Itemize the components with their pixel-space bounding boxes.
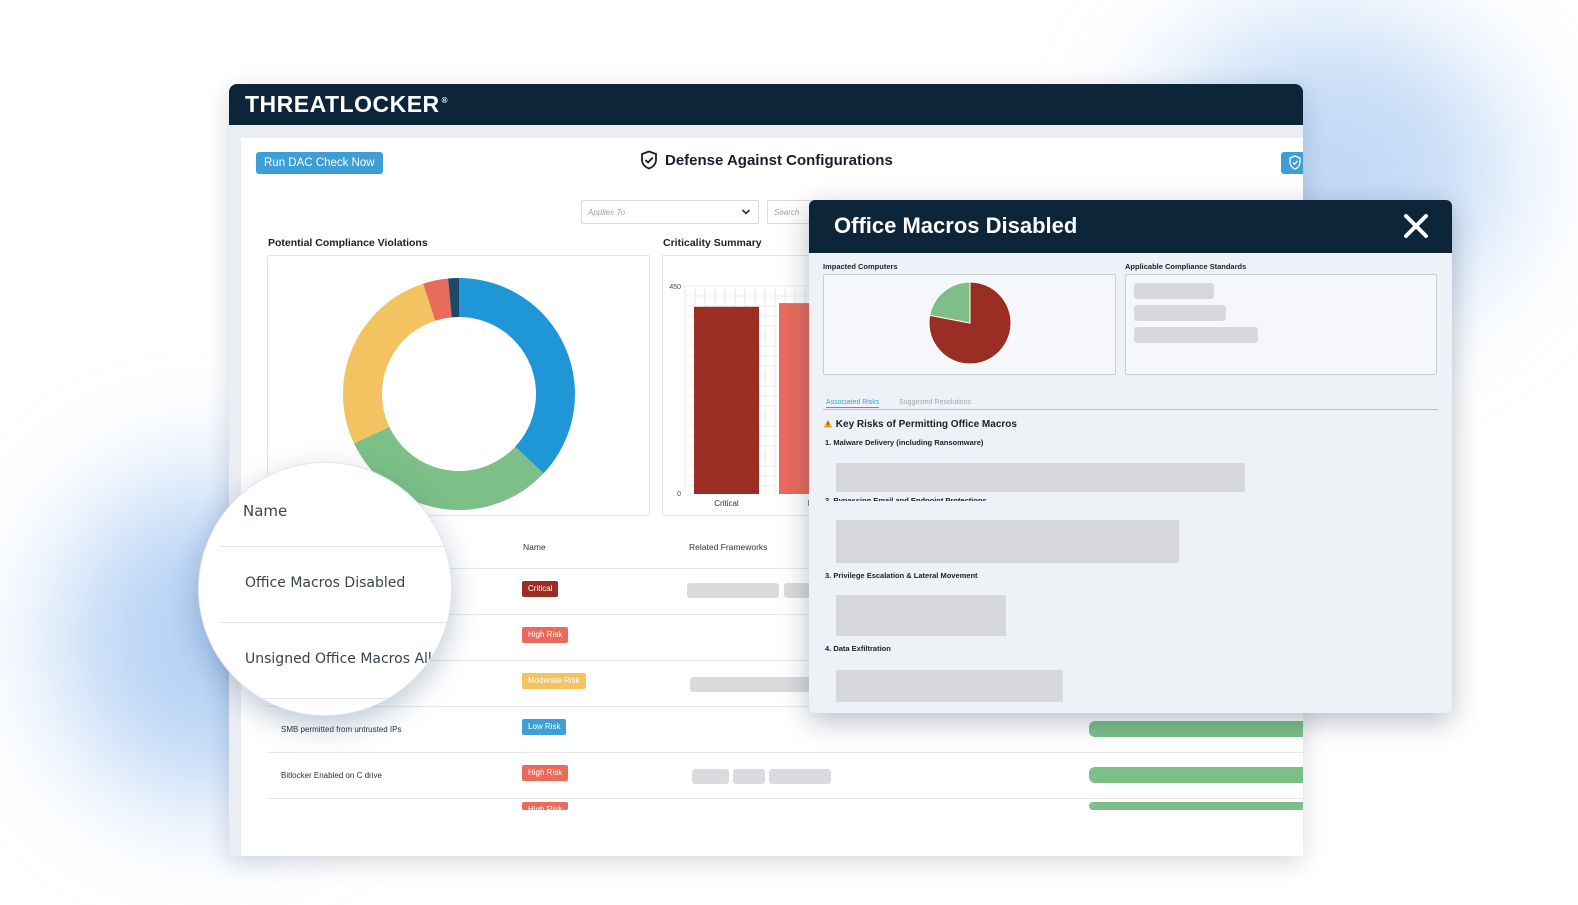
tab-divider <box>823 409 1438 410</box>
compliance-bar <box>1089 721 1303 737</box>
toolbar: Run DAC Check Now Defense Against Config… <box>241 138 1303 186</box>
risk-badge: Low Risk <box>522 719 567 735</box>
column-header-name: Name <box>523 542 546 552</box>
standard-placeholder <box>1134 327 1258 343</box>
detail-modal: Office Macros Disabled Impacted Computer… <box>809 200 1452 713</box>
risk-item: 2. Bypassing Email and Endpoint Protecti… <box>825 496 987 501</box>
risk-item: 4. Data Exfiltration <box>825 644 891 653</box>
standard-placeholder <box>1134 283 1214 299</box>
risk-badge: High Risk <box>522 765 569 781</box>
impacted-title: Impacted Computers <box>823 262 898 271</box>
risk-description-placeholder <box>836 463 1245 492</box>
standards-card <box>1125 274 1437 375</box>
risk-badge: Critical <box>522 581 559 597</box>
column-header-frameworks: Related Frameworks <box>689 542 768 552</box>
tab-suggested-resolutions[interactable]: Suggested Resolutions <box>899 399 971 406</box>
shield-icon <box>1289 155 1301 170</box>
page-title: Defense Against Configurations <box>665 151 893 169</box>
magnifier-item[interactable]: Unsigned Office Macros All <box>245 651 432 667</box>
risk-badge: High Risk <box>522 802 569 810</box>
criticality-title: Criticality Summary <box>663 237 762 249</box>
donut-segment[interactable] <box>343 283 436 444</box>
chevron-down-icon <box>741 209 751 215</box>
risk-description-placeholder <box>836 595 1006 636</box>
framework-placeholder <box>733 769 765 784</box>
risk-badge: Moderate Risk <box>522 673 586 689</box>
results-table: Name Related Frameworks Critical High Ri… <box>267 526 1303 810</box>
bar[interactable] <box>694 306 759 494</box>
framework-placeholder <box>692 769 729 784</box>
impacted-card <box>823 274 1116 375</box>
risk-description-placeholder <box>836 520 1179 563</box>
risk-item: 1. Malware Delivery (including Ransomwar… <box>825 438 984 447</box>
standard-placeholder <box>1134 305 1226 321</box>
divider <box>219 546 451 547</box>
risk-description-placeholder <box>836 670 1063 702</box>
violations-title: Potential Compliance Violations <box>268 237 428 249</box>
magnifier-item[interactable]: Office Macros Disabled <box>245 575 406 591</box>
framework-placeholder <box>784 583 814 598</box>
table-row[interactable]: Critical <box>267 568 1303 614</box>
pie-slice[interactable] <box>929 281 971 324</box>
framework-placeholder <box>687 583 779 598</box>
magnifier-header: Name <box>243 502 288 520</box>
brand-logo: THREATLOCKER ® <box>245 91 449 117</box>
x-tick-label: Critical <box>714 499 739 508</box>
divider <box>219 622 451 623</box>
standards-title: Applicable Compliance Standards <box>1125 262 1247 271</box>
shield-action-button[interactable] <box>1281 152 1303 174</box>
donut-segment[interactable] <box>459 278 575 474</box>
framework-placeholder <box>769 769 831 784</box>
applies-to-select[interactable]: Applies To <box>581 200 759 224</box>
table-row[interactable]: SMB permitted from untrusted IPs Low Ris… <box>267 706 1303 752</box>
modal-title: Office Macros Disabled <box>834 213 1078 238</box>
table-row[interactable]: High Risk <box>267 798 1303 844</box>
risk-item: 3. Privilege Escalation & Lateral Moveme… <box>825 571 978 580</box>
pie-chart <box>928 281 1012 365</box>
warning-icon <box>823 419 833 428</box>
page-title-group: Defense Against Configurations <box>639 150 893 170</box>
row-name: SMB permitted from untrusted IPs <box>281 725 402 734</box>
app-header: THREATLOCKER ® <box>229 84 1303 125</box>
close-icon[interactable] <box>1402 212 1430 240</box>
run-dac-check-button[interactable]: Run DAC Check Now <box>256 152 383 174</box>
tab-associated-risks[interactable]: Associated Risks <box>826 399 880 408</box>
donut-segment[interactable] <box>448 278 459 318</box>
row-name: Bitlocker Enabled on C drive <box>281 771 382 780</box>
criticality-card: 4500CriticalHi <box>662 255 844 516</box>
donut-segment[interactable] <box>423 278 452 321</box>
risks-heading: Key Risks of Permitting Office Macros <box>823 419 1017 430</box>
y-tick-label: 450 <box>669 284 681 291</box>
table-row[interactable]: High Risk <box>267 614 1303 660</box>
magnifier-callout: Name Office Macros Disabled Unsigned Off… <box>198 462 452 716</box>
framework-placeholder <box>690 677 814 692</box>
risk-badge: High Risk <box>522 627 569 643</box>
y-tick-label: 0 <box>677 491 681 498</box>
divider <box>219 698 451 699</box>
compliance-bar <box>1089 802 1303 810</box>
table-row[interactable]: Bitlocker Enabled on C drive High Risk <box>267 752 1303 798</box>
bar-chart: 4500CriticalHi <box>669 284 844 508</box>
compliance-bar <box>1089 767 1303 783</box>
modal-header: Office Macros Disabled <box>809 200 1452 253</box>
shield-check-icon <box>641 150 657 170</box>
table-row[interactable]: Moderate Risk <box>267 660 1303 706</box>
